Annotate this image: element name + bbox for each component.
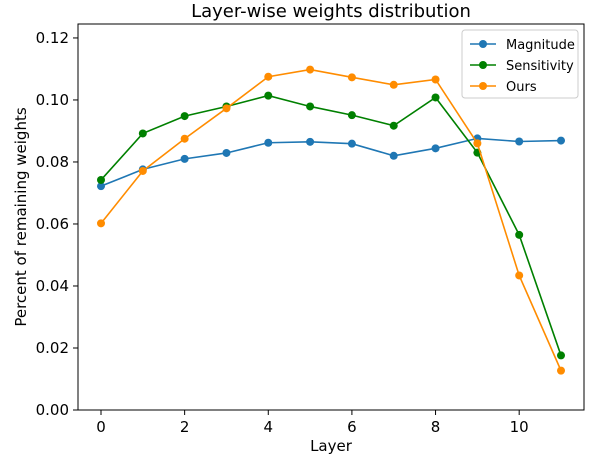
data-point-ours bbox=[389, 80, 398, 89]
y-tick-label: 0.10 bbox=[36, 91, 69, 109]
data-point-sensitivity bbox=[515, 230, 524, 239]
data-point-sensitivity bbox=[138, 129, 147, 138]
data-point-sensitivity bbox=[389, 121, 398, 130]
legend-label: Sensitivity bbox=[506, 59, 574, 74]
data-point-magnitude bbox=[389, 151, 398, 160]
legend-item-ours: Ours bbox=[470, 80, 537, 95]
data-point-magnitude bbox=[306, 137, 315, 146]
legend: Magnitude Sensitivity Ours bbox=[461, 29, 579, 99]
data-point-ours bbox=[180, 134, 189, 143]
data-point-ours bbox=[138, 166, 147, 175]
data-point-ours bbox=[222, 104, 231, 113]
plot-frame bbox=[77, 23, 585, 411]
data-point-ours bbox=[473, 139, 482, 148]
y-axis-label: Percent of remaining weights bbox=[12, 107, 30, 327]
data-point-sensitivity bbox=[264, 91, 273, 100]
data-point-magnitude bbox=[97, 182, 105, 191]
data-point-magnitude bbox=[264, 138, 273, 147]
x-tick-label: 0 bbox=[96, 418, 106, 436]
x-tick-label: 6 bbox=[347, 418, 357, 436]
data-point-sensitivity bbox=[557, 351, 565, 360]
series-sensitivity bbox=[97, 91, 565, 360]
data-point-sensitivity bbox=[347, 111, 356, 120]
chart-title: Layer-wise weights distribution bbox=[191, 1, 471, 22]
axis-ticks: 0 2 4 6 8 10 0.00 0.02 0.04 0.06 0.08 0.10 0.12 bbox=[36, 29, 529, 436]
data-point-ours bbox=[306, 65, 315, 74]
data-point-magnitude bbox=[431, 144, 440, 153]
data-point-ours bbox=[557, 366, 565, 375]
legend-swatch-marker bbox=[479, 61, 487, 69]
data-point-ours bbox=[97, 219, 105, 228]
data-point-magnitude bbox=[515, 137, 524, 146]
data-point-magnitude bbox=[557, 136, 565, 145]
legend-swatch-marker bbox=[479, 82, 487, 90]
data-point-sensitivity bbox=[431, 93, 440, 102]
data-point-ours bbox=[264, 72, 273, 81]
x-tick-label: 4 bbox=[263, 418, 273, 436]
legend-label: Ours bbox=[506, 80, 537, 95]
x-tick-label: 2 bbox=[180, 418, 190, 436]
y-tick-label: 0.08 bbox=[36, 153, 69, 171]
y-tick-label: 0.04 bbox=[36, 277, 69, 295]
data-point-ours bbox=[515, 271, 524, 280]
x-axis-label: Layer bbox=[310, 437, 353, 455]
data-point-ours bbox=[431, 75, 440, 84]
series-magnitude bbox=[97, 134, 565, 191]
legend-swatch-marker bbox=[479, 40, 487, 48]
data-point-sensitivity bbox=[306, 102, 315, 111]
series-line-magnitude bbox=[100, 137, 562, 187]
x-tick-label: 8 bbox=[431, 418, 441, 436]
series-line-ours bbox=[100, 68, 562, 371]
data-point-ours bbox=[347, 73, 356, 82]
series-ours bbox=[97, 65, 565, 375]
plot-series bbox=[97, 65, 565, 375]
data-point-sensitivity bbox=[180, 112, 189, 121]
data-point-magnitude bbox=[222, 148, 231, 157]
legend-item-magnitude: Magnitude bbox=[470, 38, 575, 53]
data-point-magnitude bbox=[347, 139, 356, 148]
data-point-sensitivity bbox=[97, 175, 105, 184]
y-tick-label: 0.12 bbox=[36, 29, 69, 47]
legend-item-sensitivity: Sensitivity bbox=[470, 59, 574, 74]
series-line-sensitivity bbox=[100, 94, 562, 356]
legend-label: Magnitude bbox=[506, 38, 575, 53]
y-tick-label: 0.00 bbox=[36, 401, 69, 419]
x-tick-label: 10 bbox=[510, 418, 529, 436]
data-point-magnitude bbox=[180, 154, 189, 163]
y-tick-label: 0.02 bbox=[36, 339, 69, 357]
y-tick-label: 0.06 bbox=[36, 215, 69, 233]
legend-box bbox=[461, 29, 579, 99]
